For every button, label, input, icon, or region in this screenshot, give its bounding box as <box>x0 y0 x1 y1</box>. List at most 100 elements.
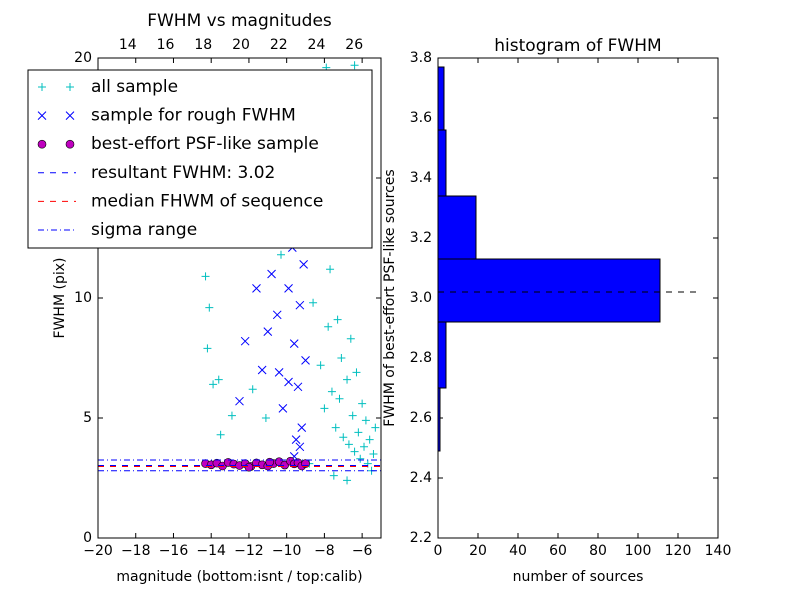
x-tick-label: 60 <box>549 543 567 559</box>
marker-cross <box>301 356 310 365</box>
x-tick-label: 40 <box>509 543 527 559</box>
marker-circle <box>244 462 254 472</box>
marker-plus <box>356 454 365 463</box>
marker-plus <box>331 423 340 432</box>
y-tick-label: 3.8 <box>410 50 432 66</box>
marker-cross <box>291 435 301 444</box>
hist-bar <box>437 195 477 260</box>
marker-plus <box>333 315 342 324</box>
marker-plus <box>316 361 325 370</box>
marker-plus <box>350 61 359 70</box>
legend: all sample sample for rough FWHM best-effo… <box>27 69 373 249</box>
y-tick-label: 10 <box>74 290 92 306</box>
legend-label: best-effort PSF-like sample <box>91 134 319 154</box>
marker-plus <box>320 404 329 413</box>
x2-tick-label: 24 <box>308 37 326 53</box>
legend-label: resultant FWHM: 3.02 <box>91 163 275 183</box>
marker-plus <box>358 399 367 408</box>
marker-plus <box>335 394 344 403</box>
marker-plus <box>216 430 225 439</box>
x2-tick-label: 20 <box>232 37 250 53</box>
marker-plus <box>209 380 218 389</box>
x-tick-label: 80 <box>589 543 607 559</box>
x-tick-label: 100 <box>625 543 652 559</box>
y-axis-label: FWHM (pix) <box>52 258 68 339</box>
marker-cross <box>284 377 293 387</box>
x-tick-label: −12 <box>234 543 264 559</box>
marker-plus <box>38 83 46 91</box>
y-tick-label: 2.8 <box>410 350 432 366</box>
x-tick-label: −10 <box>272 543 302 559</box>
x2-tick-label: 18 <box>194 37 212 53</box>
marker-plus <box>361 416 370 425</box>
x-axis-label: number of sources <box>513 569 644 585</box>
marker-plus <box>327 387 336 396</box>
marker-plus <box>350 447 359 456</box>
marker-cross <box>299 260 309 269</box>
x2-tick-label: 16 <box>157 37 175 53</box>
x-tick-label: −8 <box>314 543 335 559</box>
x-tick-label: −14 <box>196 543 226 559</box>
marker-plus <box>248 385 257 394</box>
marker-circle <box>37 139 47 149</box>
x2-tick-label: 14 <box>119 37 137 53</box>
x-tick-label: −18 <box>121 543 151 559</box>
marker-circle <box>265 457 274 467</box>
marker-plus <box>343 375 352 384</box>
x2-tick-label: 26 <box>345 37 363 53</box>
marker-plus <box>205 303 214 312</box>
legend-box <box>27 69 373 249</box>
marker-plus <box>277 250 286 259</box>
marker-cross <box>37 111 47 120</box>
marker-plus <box>339 433 348 442</box>
marker-cross <box>272 310 282 320</box>
marker-plus <box>214 375 223 384</box>
y-axis-label: FWHM of best-effort PSF-like sources <box>382 169 398 426</box>
marker-plus <box>365 435 374 444</box>
marker-cross <box>257 365 267 375</box>
marker-plus <box>369 450 378 458</box>
marker-cross <box>284 284 293 293</box>
axes-frame <box>437 57 719 539</box>
marker-plus <box>227 411 236 420</box>
legend-label: all sample <box>91 77 178 97</box>
marker-plus <box>352 368 361 377</box>
marker-plus <box>343 476 352 485</box>
marker-plus <box>354 428 363 437</box>
marker-cross <box>263 327 273 336</box>
hist-bar <box>437 129 447 197</box>
legend-label: median FHWM of sequence <box>91 191 323 211</box>
marker-cross <box>295 300 305 310</box>
marker-plus <box>201 272 210 281</box>
hist-bar <box>437 321 447 389</box>
marker-cross <box>252 284 261 293</box>
x-tick-label: 20 <box>469 543 487 559</box>
x-tick-label: −6 <box>352 543 373 559</box>
x-tick-label: 120 <box>665 543 692 559</box>
legend-label: sample for rough FWHM <box>91 106 296 126</box>
marker-cross <box>278 404 288 413</box>
y-tick-label: 2.4 <box>410 470 432 486</box>
x-tick-label: −16 <box>159 543 189 559</box>
marker-plus <box>371 423 380 432</box>
marker-cross <box>267 269 276 279</box>
marker-plus <box>326 265 335 274</box>
marker-circle <box>65 139 75 149</box>
y-tick-label: 2.2 <box>410 530 432 546</box>
marker-plus <box>329 471 338 480</box>
marker-plus <box>346 334 355 343</box>
marker-cross <box>65 111 75 120</box>
x-tick-label: −20 <box>83 543 113 559</box>
y-tick-label: 2.6 <box>410 410 432 426</box>
marker-cross <box>293 382 303 392</box>
chart-title: histogram of FWHM <box>494 36 661 56</box>
marker-cross <box>235 396 244 406</box>
x-axis-label: magnitude (bottom:isnt / top:calib) <box>116 569 362 585</box>
marker-plus <box>344 440 353 449</box>
hist-bar <box>437 258 661 323</box>
marker-cross <box>240 336 250 346</box>
legend-label: sigma range <box>91 220 197 240</box>
marker-cross <box>295 442 305 452</box>
y-tick-label: 5 <box>83 410 92 426</box>
hist-bar <box>437 66 445 131</box>
